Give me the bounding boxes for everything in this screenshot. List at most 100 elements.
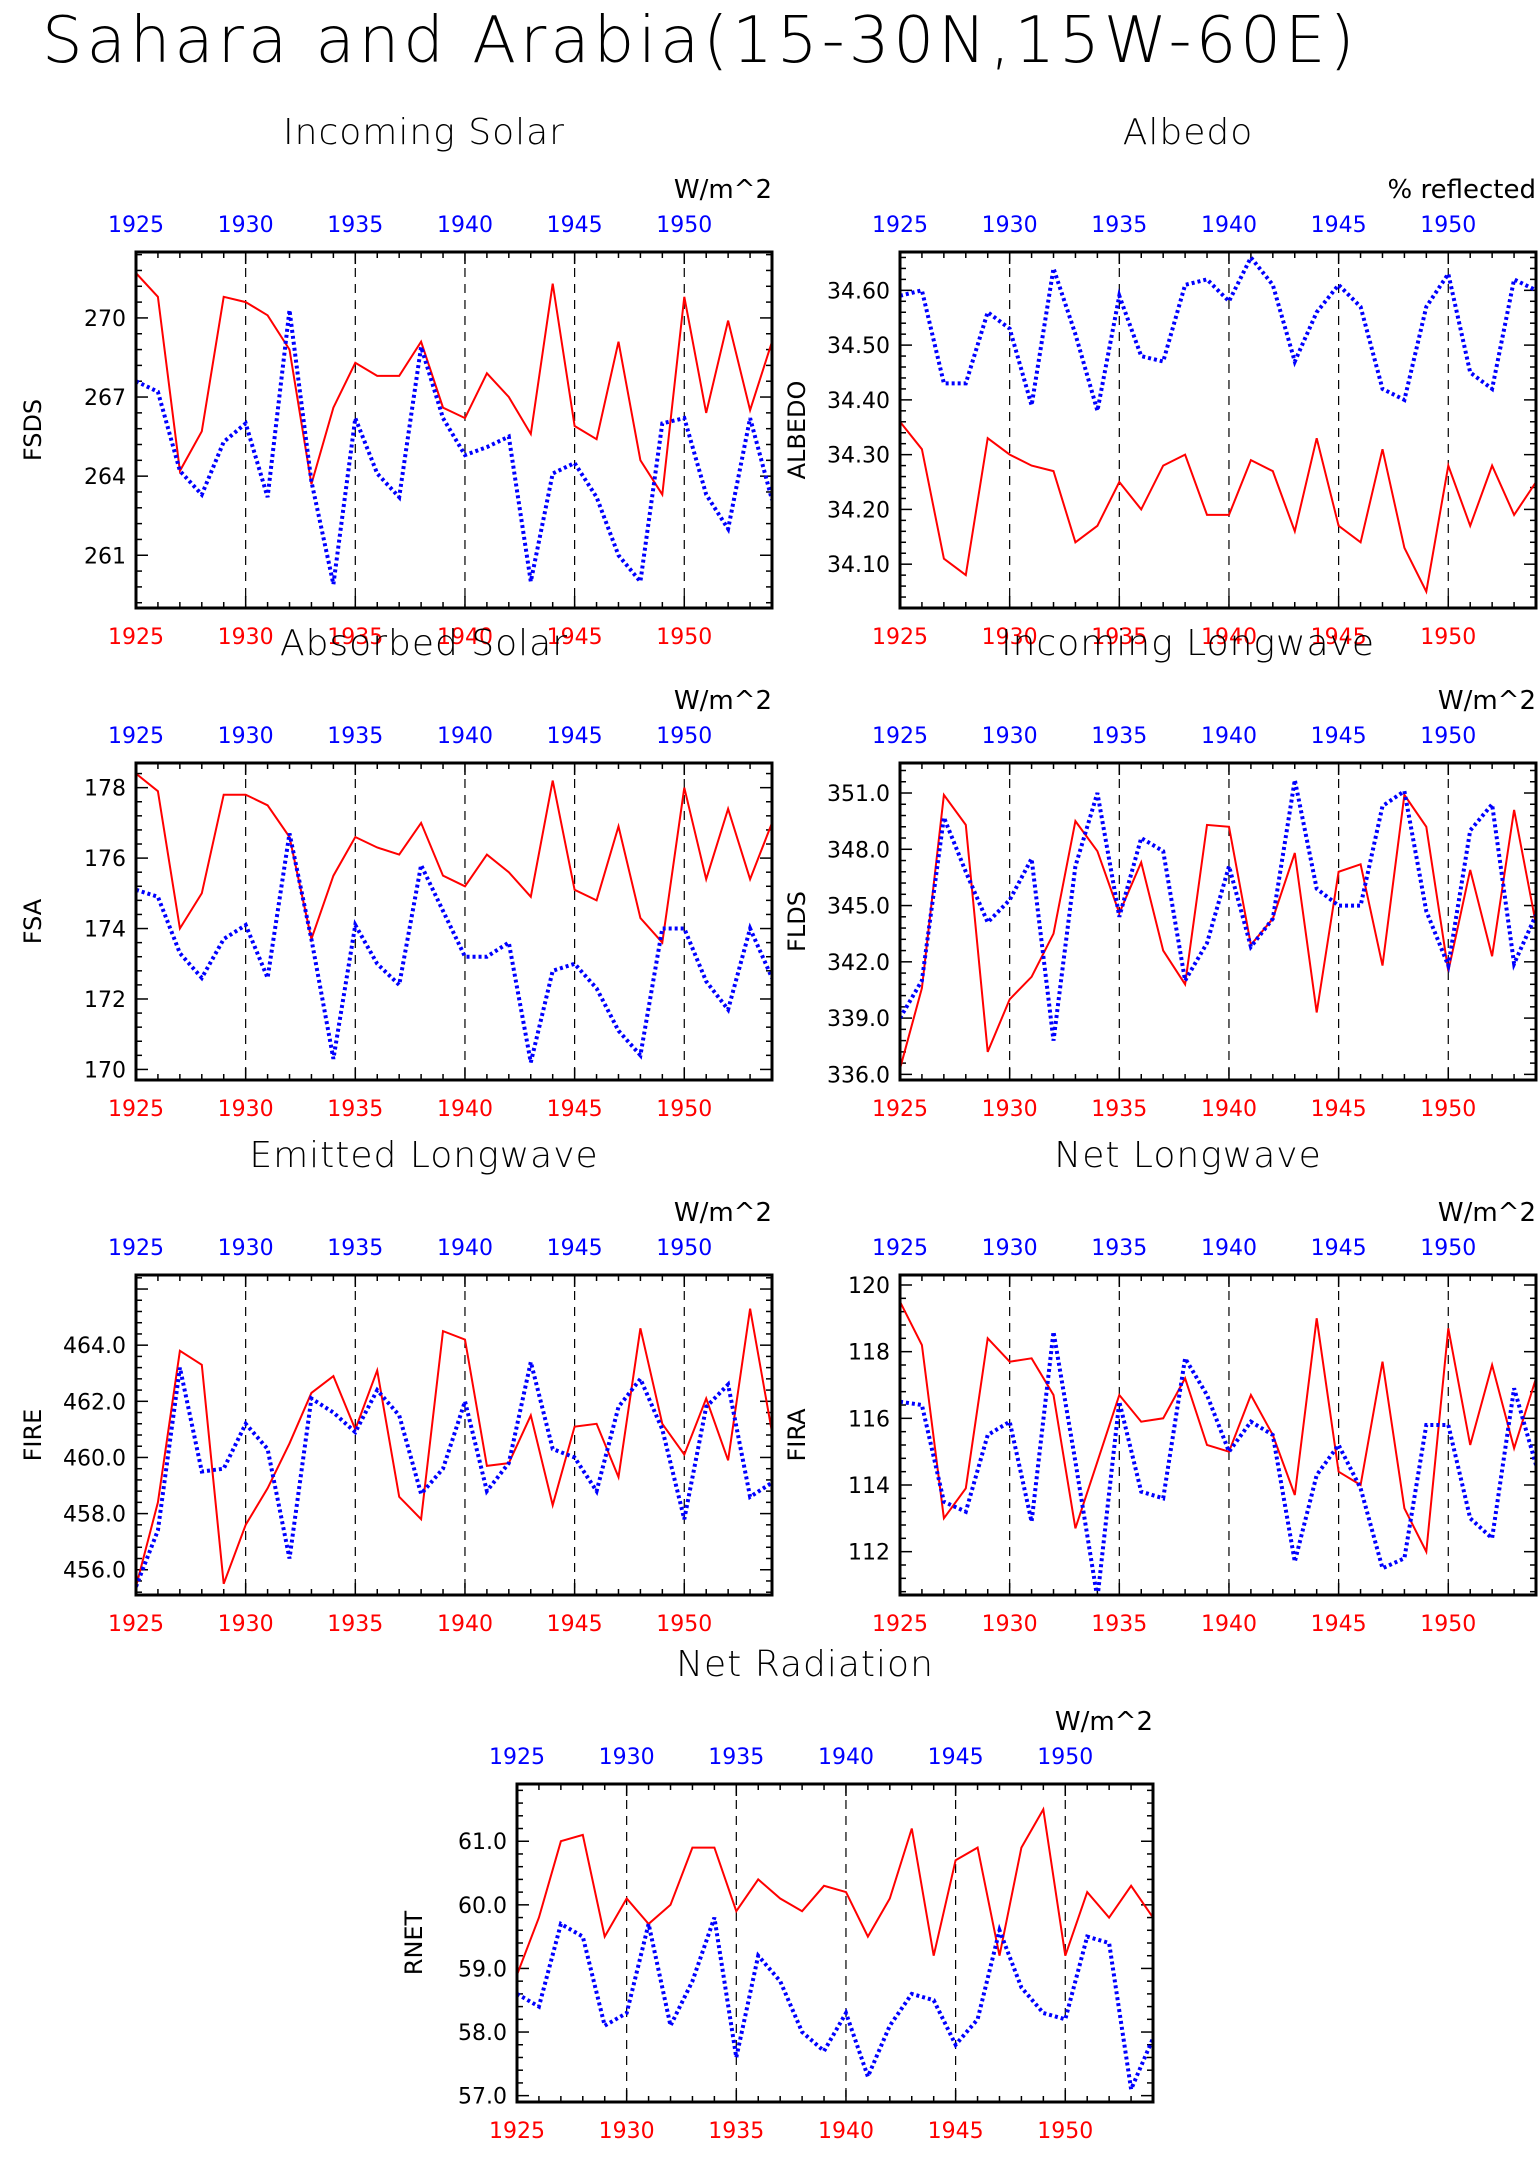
y-tick-label: 172 [84,988,126,1013]
x-tick-label-bottom: 1950 [656,1097,712,1122]
x-tick-label-top: 1945 [1311,1236,1367,1261]
series-line-solid [900,792,1536,1069]
x-tick-label-bottom: 1930 [218,1097,274,1122]
x-tick-label-bottom: 1950 [1037,2119,1093,2144]
x-tick-label-top: 1950 [656,213,712,238]
x-tick-label-bottom: 1945 [1311,625,1367,650]
series-line-solid [136,272,772,498]
units-label: W/m^2 [674,1198,772,1228]
series-line-solid [900,1301,1536,1556]
x-tick-label-bottom: 1925 [108,1097,164,1122]
y-tick-label: 336.0 [827,1063,890,1088]
x-tick-label-bottom: 1945 [1311,1097,1367,1122]
plot-frame [898,761,1538,1082]
y-tick-label: 178 [84,777,126,802]
plot-frame [898,1273,1538,1597]
x-tick-label-bottom: 1945 [928,2119,984,2144]
y-tick-label: 462.0 [63,1390,126,1415]
x-tick-label-bottom: 1930 [982,1612,1038,1637]
y-tick-label: 342.0 [827,951,890,976]
plot-frame [134,250,774,610]
x-tick-label-top: 1945 [547,724,603,749]
x-tick-label-bottom: 1940 [1201,1612,1257,1637]
y-tick-label: 458.0 [63,1503,126,1528]
series-line-dotted [136,832,772,1063]
x-tick-label-bottom: 1935 [1091,1097,1147,1122]
y-tick-label: 34.50 [827,334,890,359]
units-label: W/m^2 [1438,686,1536,716]
x-tick-label-bottom: 1950 [656,1612,712,1637]
x-tick-label-top: 1940 [437,1236,493,1261]
x-tick-label-bottom: 1945 [547,1097,603,1122]
y-tick-label: 34.30 [827,444,890,469]
x-tick-label-top: 1930 [982,1236,1038,1261]
y-axis-label: FIRA [783,1408,811,1462]
x-tick-label-top: 1935 [1091,1236,1147,1261]
panel-title: Emitted Longwave [249,1135,598,1176]
x-tick-label-bottom: 1950 [1420,1097,1476,1122]
x-tick-label-bottom: 1935 [327,1612,383,1637]
x-tick-label-bottom: 1930 [218,625,274,650]
x-tick-label-bottom: 1930 [982,1097,1038,1122]
y-tick-label: 34.60 [827,279,890,304]
y-axis-label: ALBEDO [783,381,811,480]
x-tick-label-top: 1950 [656,1236,712,1261]
x-tick-label-bottom: 1925 [489,2119,545,2144]
figure-title: Sahara and Arabia(15-30N,15W-60E) [42,4,1358,78]
y-axis-label: RNET [400,1910,428,1975]
x-tick-label-top: 1930 [982,213,1038,238]
x-tick-label-top: 1935 [1091,724,1147,749]
panel-title: Albedo [1123,112,1254,153]
y-tick-label: 267 [84,386,126,411]
y-tick-label: 34.20 [827,498,890,523]
x-tick-label-top: 1935 [327,1236,383,1261]
panel-title: Absorbed Solar [280,623,568,664]
x-tick-label-top: 1950 [1420,724,1476,749]
x-tick-label-bottom: 1930 [218,1612,274,1637]
x-tick-label-bottom: 1925 [872,625,928,650]
y-tick-label: 57.0 [458,2085,507,2110]
x-tick-label-bottom: 1935 [327,625,383,650]
chart-panel-4: Incoming Longwave W/m^2 1925 1925 1930 1930 19… [783,623,1538,1122]
x-tick-label-top: 1940 [437,213,493,238]
chart-panel-3: Absorbed Solar W/m^2 1925 1925 1930 1930 1935 1… [19,623,774,1122]
series-line-solid [136,772,772,945]
units-label: % reflected [1388,175,1536,205]
x-tick-label-bottom: 1925 [108,625,164,650]
x-tick-label-top: 1925 [489,1745,545,1770]
x-tick-label-bottom: 1950 [656,625,712,650]
panel-title: Incoming Longwave [1001,623,1375,664]
y-tick-label: 34.10 [827,553,890,578]
x-tick-label-top: 1925 [108,213,164,238]
x-tick-label-top: 1930 [599,1745,655,1770]
x-tick-label-top: 1945 [547,1236,603,1261]
y-axis-label: FSDS [19,399,47,461]
x-tick-label-top: 1940 [437,724,493,749]
series-line-dotted [136,1361,772,1588]
x-tick-label-bottom: 1945 [1311,1612,1367,1637]
plot-frame [134,1273,774,1597]
x-tick-label-top: 1930 [218,724,274,749]
units-label: W/m^2 [1055,1707,1153,1737]
x-tick-label-bottom: 1945 [547,1612,603,1637]
x-tick-label-top: 1930 [218,213,274,238]
x-tick-label-top: 1930 [982,724,1038,749]
y-tick-label: 116 [848,1407,890,1432]
y-tick-label: 59.0 [458,1957,507,1982]
x-tick-label-bottom: 1930 [599,2119,655,2144]
x-tick-label-bottom: 1935 [1091,625,1147,650]
x-tick-label-top: 1950 [1420,1236,1476,1261]
y-tick-label: 261 [84,544,126,569]
units-label: W/m^2 [674,175,772,205]
plot-frame [134,761,774,1082]
series-line-solid [517,1806,1153,1976]
y-tick-label: 60.0 [458,1894,507,1919]
series-line-dotted [900,779,1536,1041]
y-tick-label: 61.0 [458,1830,507,1855]
x-tick-label-top: 1925 [108,1236,164,1261]
panels: Incoming Solar W/m^2 1925 1925 1930 1930 1935 1… [19,112,1538,2144]
y-tick-label: 339.0 [827,1007,890,1032]
series-line-solid [136,1308,772,1587]
chart-panel-7: Net Radiation W/m^2 1925 1925 1930 1930 1935 19… [400,1644,1155,2144]
series-line-dotted [900,253,1536,412]
